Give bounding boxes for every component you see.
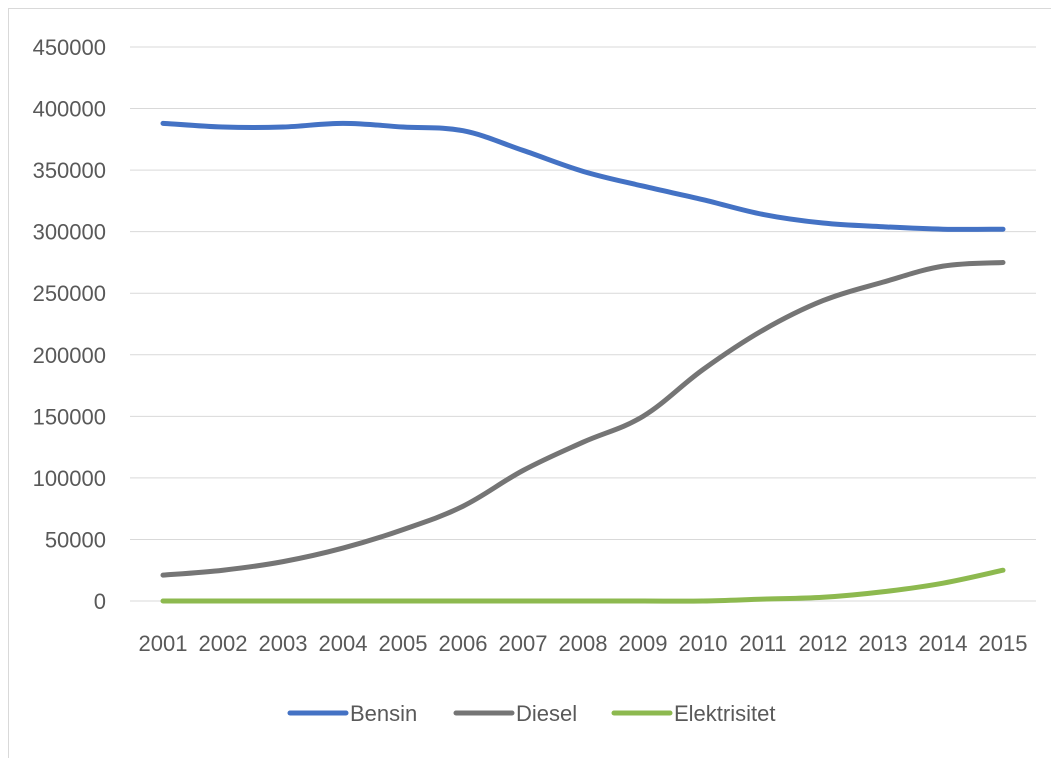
legend-label-elektrisitet: Elektrisitet [674,701,775,726]
y-tick-label: 0 [94,589,106,614]
x-tick-label: 2007 [499,631,548,656]
x-axis-labels: 2001 2002 2003 2004 2005 2006 2007 2008 2009 2010… [139,631,1028,656]
gridlines [130,46,1036,602]
x-tick-label: 2015 [979,631,1028,656]
x-tick-label: 2005 [379,631,428,656]
series-line-diesel [160,259,1006,578]
x-tick-label: 2010 [679,631,728,656]
chart-frame [8,8,1051,758]
series-line-elektrisitet [160,567,1006,604]
x-tick-label: 2006 [439,631,488,656]
x-tick-label: 2014 [919,631,968,656]
legend: Bensin Diesel Elektrisitet [287,701,775,726]
legend-label-diesel: Diesel [516,701,577,726]
x-tick-label: 2013 [859,631,908,656]
y-tick-label: 400000 [33,97,106,122]
x-tick-label: 2002 [199,631,248,656]
legend-label-bensin: Bensin [350,701,417,726]
y-tick-label: 450000 [33,35,106,60]
x-tick-label: 2004 [319,631,368,656]
x-tick-label: 2003 [259,631,308,656]
y-tick-label: 200000 [33,343,106,368]
y-tick-label: 300000 [33,220,106,245]
series-line-bensin [160,120,1006,232]
x-tick-label: 2011 [739,631,786,656]
x-tick-label: 2001 [139,631,188,656]
x-tick-label: 2012 [799,631,848,656]
y-axis-labels: 450000 400000 350000 300000 250000 200000 1500… [33,35,106,614]
series-lines [160,120,1006,604]
x-tick-label: 2008 [559,631,608,656]
y-tick-label: 150000 [33,404,106,429]
y-tick-label: 350000 [33,158,106,183]
y-tick-label: 100000 [33,466,106,491]
x-tick-label: 2009 [619,631,668,656]
y-tick-label: 50000 [45,527,106,552]
y-tick-label: 250000 [33,281,106,306]
